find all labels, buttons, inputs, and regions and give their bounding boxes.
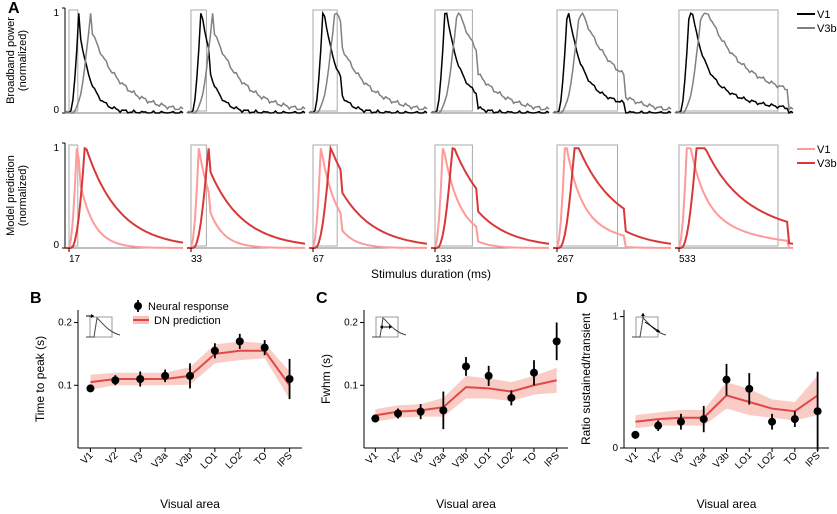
svg-text:LO2: LO2 bbox=[224, 450, 245, 471]
svg-text:LO1: LO1 bbox=[473, 450, 494, 471]
svg-text:DN prediction: DN prediction bbox=[154, 315, 221, 327]
svg-text:V3b: V3b bbox=[817, 23, 837, 35]
panel-a-svg: Broadband power(normalized)01Model predi… bbox=[0, 0, 837, 290]
svg-text:Visual area: Visual area bbox=[436, 497, 496, 511]
figure-root: A B C D Broadband power(normalized)01Mod… bbox=[0, 0, 837, 514]
svg-text:V3: V3 bbox=[409, 450, 426, 467]
svg-text:LO1: LO1 bbox=[733, 450, 754, 471]
svg-text:V3b: V3b bbox=[175, 450, 196, 471]
svg-text:0.1: 0.1 bbox=[58, 380, 72, 391]
svg-text:(normalized): (normalized) bbox=[17, 165, 29, 226]
svg-text:LO1: LO1 bbox=[199, 450, 220, 471]
svg-text:Stimulus duration (ms): Stimulus duration (ms) bbox=[371, 267, 491, 281]
svg-text:Broadband power: Broadband power bbox=[5, 17, 17, 104]
svg-text:V1: V1 bbox=[624, 450, 641, 467]
svg-text:V2: V2 bbox=[104, 450, 121, 467]
svg-text:533: 533 bbox=[679, 254, 696, 265]
svg-text:TO: TO bbox=[782, 450, 800, 468]
svg-text:V3a: V3a bbox=[688, 450, 709, 471]
svg-text:V3: V3 bbox=[129, 450, 146, 467]
svg-text:TO: TO bbox=[522, 450, 540, 468]
svg-text:1: 1 bbox=[53, 8, 59, 19]
svg-text:V3b: V3b bbox=[711, 450, 732, 471]
svg-text:V3a: V3a bbox=[150, 450, 171, 471]
svg-text:TO: TO bbox=[252, 450, 270, 468]
svg-text:33: 33 bbox=[191, 254, 203, 265]
svg-text:Visual area: Visual area bbox=[160, 497, 220, 511]
svg-text:(normalized): (normalized) bbox=[17, 30, 29, 91]
svg-text:133: 133 bbox=[435, 254, 452, 265]
svg-text:V1: V1 bbox=[79, 450, 96, 467]
svg-text:0.2: 0.2 bbox=[344, 318, 358, 329]
svg-text:V3a: V3a bbox=[428, 450, 449, 471]
svg-text:Ratio sustained/transient: Ratio sustained/transient bbox=[579, 312, 593, 445]
svg-text:V1: V1 bbox=[817, 9, 830, 21]
svg-text:17: 17 bbox=[69, 254, 81, 265]
svg-text:V3: V3 bbox=[670, 450, 687, 467]
svg-text:Model prediction: Model prediction bbox=[5, 155, 17, 236]
svg-text:1: 1 bbox=[53, 143, 59, 154]
svg-text:0: 0 bbox=[612, 443, 618, 454]
svg-text:Fwhm (s): Fwhm (s) bbox=[319, 354, 333, 404]
svg-text:267: 267 bbox=[557, 254, 574, 265]
panel-c-svg: 0.1 0.2 Fwhm (s) V1 V2 V3V3aV3bLO1LO2 TOIPS Vis… bbox=[316, 290, 576, 514]
svg-text:V3b: V3b bbox=[817, 158, 837, 170]
svg-text:0: 0 bbox=[53, 240, 59, 251]
svg-text:IPS: IPS bbox=[804, 450, 823, 469]
svg-text:V2: V2 bbox=[387, 450, 404, 467]
svg-text:LO2: LO2 bbox=[495, 450, 516, 471]
svg-text:Time to peak (s): Time to peak (s) bbox=[33, 336, 47, 422]
panel-b-svg: 0.1 0.2 Time to peak (s) V1 V2 V3V3aV3bLO1LO2… bbox=[30, 290, 310, 514]
svg-text:0.2: 0.2 bbox=[58, 318, 72, 329]
svg-text:V3b: V3b bbox=[451, 450, 472, 471]
svg-text:V1: V1 bbox=[817, 144, 830, 156]
panel-d-svg: 01Ratio sustained/transientV1V2V3V3aV3bL… bbox=[576, 290, 837, 514]
svg-text:Neural response: Neural response bbox=[148, 301, 229, 313]
svg-text:67: 67 bbox=[313, 254, 325, 265]
svg-text:0.1: 0.1 bbox=[344, 380, 358, 391]
svg-text:IPS: IPS bbox=[543, 450, 562, 469]
svg-text:V1: V1 bbox=[364, 450, 381, 467]
svg-text:V2: V2 bbox=[647, 450, 664, 467]
svg-text:LO2: LO2 bbox=[756, 450, 777, 471]
svg-text:0: 0 bbox=[53, 105, 59, 116]
svg-text:Visual area: Visual area bbox=[697, 497, 757, 511]
svg-text:1: 1 bbox=[612, 312, 618, 323]
svg-text:IPS: IPS bbox=[275, 450, 294, 469]
